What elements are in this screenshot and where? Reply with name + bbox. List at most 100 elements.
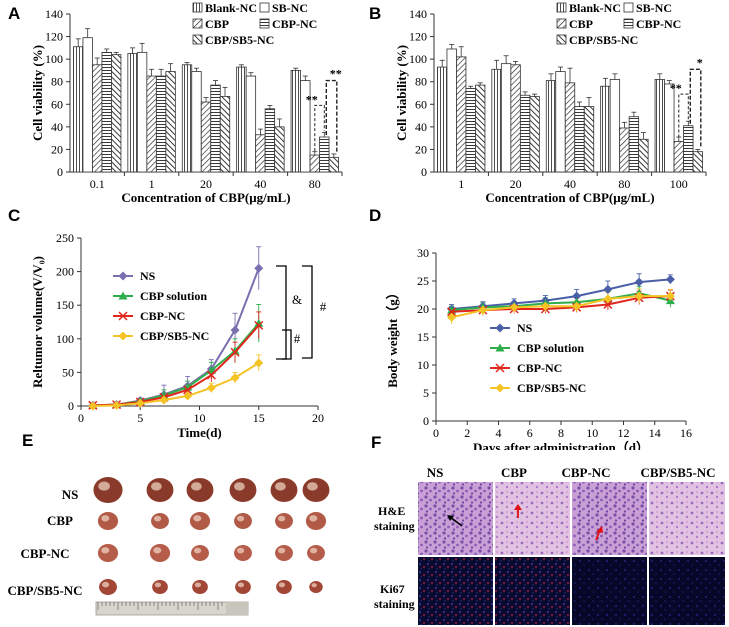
- data-point-cbp-sb5-nc: [183, 391, 193, 401]
- bar-cbp: [200, 101, 212, 173]
- tumor-highlight: [309, 515, 318, 522]
- bar-cbp-nc: [101, 51, 112, 173]
- histology-col-label-cbp-nc: CBP-NC: [561, 465, 610, 480]
- tumor-highlight: [154, 515, 162, 522]
- legend-marker-cbp-sb5-nc: [495, 383, 505, 393]
- legend-swatch-cbp-nc: [623, 18, 634, 29]
- legend-label-cbp: CBP: [569, 17, 593, 31]
- tumor-specimens: [93, 477, 330, 595]
- legend-label-cbp-nc: CBP-NC: [140, 309, 185, 323]
- panel-letter-b: B: [369, 4, 381, 23]
- legend-marker-cbp-solution: [118, 291, 128, 300]
- significance-bracket: [314, 104, 325, 152]
- bar-cbp: [456, 56, 467, 173]
- significance-mark: **: [330, 67, 342, 81]
- y-tick-label: 30: [417, 246, 429, 260]
- legend-swatch-blank-nc: [192, 2, 203, 13]
- bar-blank-nc: [236, 66, 247, 173]
- y-tick-label: 140: [409, 7, 427, 21]
- legend-swatch-sb-nc: [259, 2, 270, 13]
- data-point-cbp-sb5-nc: [540, 301, 550, 311]
- bar-sb-nc: [82, 37, 93, 173]
- tumor-specimen: [276, 580, 292, 594]
- y-tick-label: 80: [415, 75, 427, 89]
- y-tick-label: 40: [51, 120, 63, 134]
- significance-bracket: [302, 265, 313, 359]
- tumor-highlight: [194, 582, 202, 588]
- data-point-ns: [230, 325, 240, 335]
- tumor-row-label-ns: NS: [62, 487, 79, 502]
- legend-label-blank-nc: Blank-NC: [569, 1, 621, 15]
- y-tick-label: 5: [423, 386, 429, 400]
- tumor-specimen: [305, 512, 327, 530]
- data-point-cbp-sb5-nc: [206, 383, 216, 393]
- tumor-highlight: [101, 515, 110, 522]
- tumor-specimen: [275, 513, 293, 529]
- histology-panel: NS CBP CBP-NC CBP/SB5-NC H&E staining Ki…: [374, 465, 725, 625]
- histology-col-label-ns: NS: [427, 465, 444, 480]
- bar-cbp-sb5-nc: [692, 151, 703, 173]
- bar-cbp-nc: [628, 116, 640, 173]
- tumor-highlight: [153, 547, 162, 554]
- legend-marker-ns: [118, 271, 128, 281]
- bar-cbp-nc: [574, 106, 585, 173]
- tumor-specimen: [307, 545, 325, 561]
- tumor-highlight: [278, 515, 286, 522]
- he-image-cbp: [495, 482, 570, 555]
- panel-letter-e: E: [22, 431, 33, 450]
- bar-cbp: [146, 75, 157, 173]
- data-point-cbp-nc: [183, 385, 193, 395]
- legend-label-cbp-solution: CBP solution: [140, 289, 207, 303]
- significance-mark: **: [306, 92, 318, 106]
- bar-blank-nc: [545, 80, 557, 173]
- significance-mark: *: [697, 55, 703, 69]
- y-tick-label: 20: [415, 142, 427, 156]
- bar-blank-nc: [181, 64, 193, 173]
- x-tick-label: 1: [458, 177, 464, 191]
- panel-letter-c: C: [8, 206, 20, 225]
- tumor-highlight: [275, 482, 286, 491]
- y-axis-label: Body weight（g）: [385, 286, 400, 387]
- bar-cbp-nc: [519, 94, 531, 173]
- significance-mark: **: [670, 81, 682, 95]
- x-tick-label: 40: [564, 177, 576, 191]
- data-point-ns: [254, 263, 264, 273]
- bar-cbp: [619, 127, 630, 173]
- legend-label-cbp-sb5-nc: CBP/SB5-NC: [569, 33, 638, 47]
- y-tick-label: 100: [45, 52, 63, 66]
- x-axis-label: Concentration of CBP(μg/mL): [485, 190, 654, 205]
- y-tick-label: 100: [56, 332, 74, 346]
- bar-cbp: [309, 154, 320, 173]
- bar-blank-nc: [73, 46, 84, 173]
- data-point-cbp-sb5-nc: [159, 395, 169, 405]
- bar-cbp-nc: [210, 84, 221, 173]
- significance-bracket: [276, 265, 287, 360]
- legend-label-ns: NS: [517, 321, 533, 335]
- tumor-specimen: [191, 545, 209, 561]
- data-point-cbp-sb5-nc: [112, 400, 122, 410]
- y-tick-label: 20: [417, 302, 429, 316]
- significance-mark: #: [320, 299, 327, 314]
- y-axis-label: Cell viability (%): [394, 45, 409, 141]
- tumor-specimen: [235, 580, 251, 594]
- histology-row-label-he-2: staining: [374, 519, 415, 533]
- x-tick-label: 1: [149, 177, 155, 191]
- y-tick-label: 200: [56, 265, 74, 279]
- legend-marker-cbp-nc: [118, 311, 128, 321]
- bar-cbp-nc: [319, 136, 330, 173]
- bar-cbp: [255, 134, 266, 173]
- red-arrow-icon: [514, 504, 522, 518]
- y-tick-label: 250: [56, 231, 74, 245]
- legend-swatch-cbp-sb5-nc: [556, 34, 567, 45]
- bar-cbp-nc: [264, 108, 276, 173]
- bar-blank-nc: [290, 70, 301, 173]
- data-point-cbp-sb5-nc: [603, 294, 613, 304]
- tumor-row-label-cbp-sb5-nc: CBP/SB5-NC: [7, 583, 82, 598]
- tumor-specimen: [275, 545, 293, 561]
- red-arrow-icon: [595, 526, 603, 541]
- x-tick-label: 12: [618, 426, 630, 440]
- series-line-cbp-sb5-nc: [92, 362, 260, 407]
- bar-blank-nc: [654, 79, 665, 173]
- bar-sb-nc: [136, 51, 148, 173]
